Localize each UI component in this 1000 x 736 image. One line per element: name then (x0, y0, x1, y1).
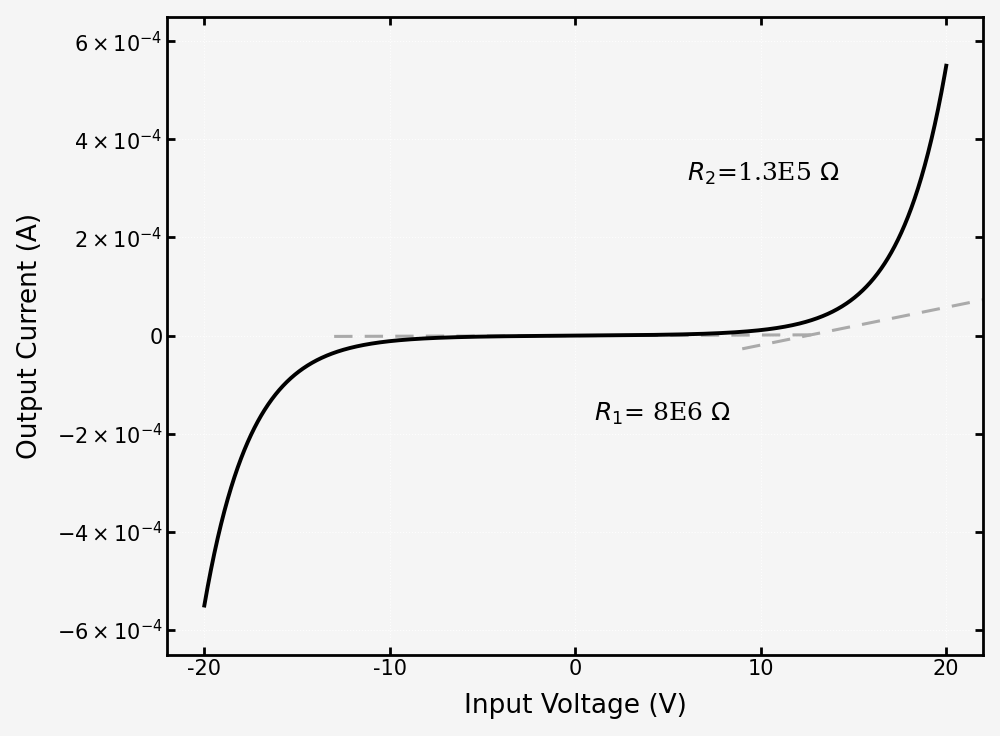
Y-axis label: Output Current (A): Output Current (A) (17, 213, 43, 459)
Text: $\mathit{R}_2$=1.3E5 $\Omega$: $\mathit{R}_2$=1.3E5 $\Omega$ (687, 160, 839, 187)
Text: $\mathit{R}_1$= 8E6 $\Omega$: $\mathit{R}_1$= 8E6 $\Omega$ (594, 401, 730, 427)
X-axis label: Input Voltage (V): Input Voltage (V) (464, 693, 687, 719)
